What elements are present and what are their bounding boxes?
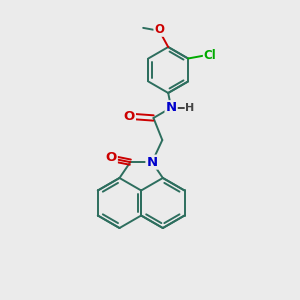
Text: O: O (124, 110, 135, 123)
Text: N: N (146, 156, 158, 169)
Text: O: O (154, 23, 164, 36)
Text: O: O (106, 151, 117, 164)
Text: H: H (185, 103, 194, 113)
Text: Cl: Cl (204, 49, 217, 62)
Text: N: N (166, 101, 177, 114)
